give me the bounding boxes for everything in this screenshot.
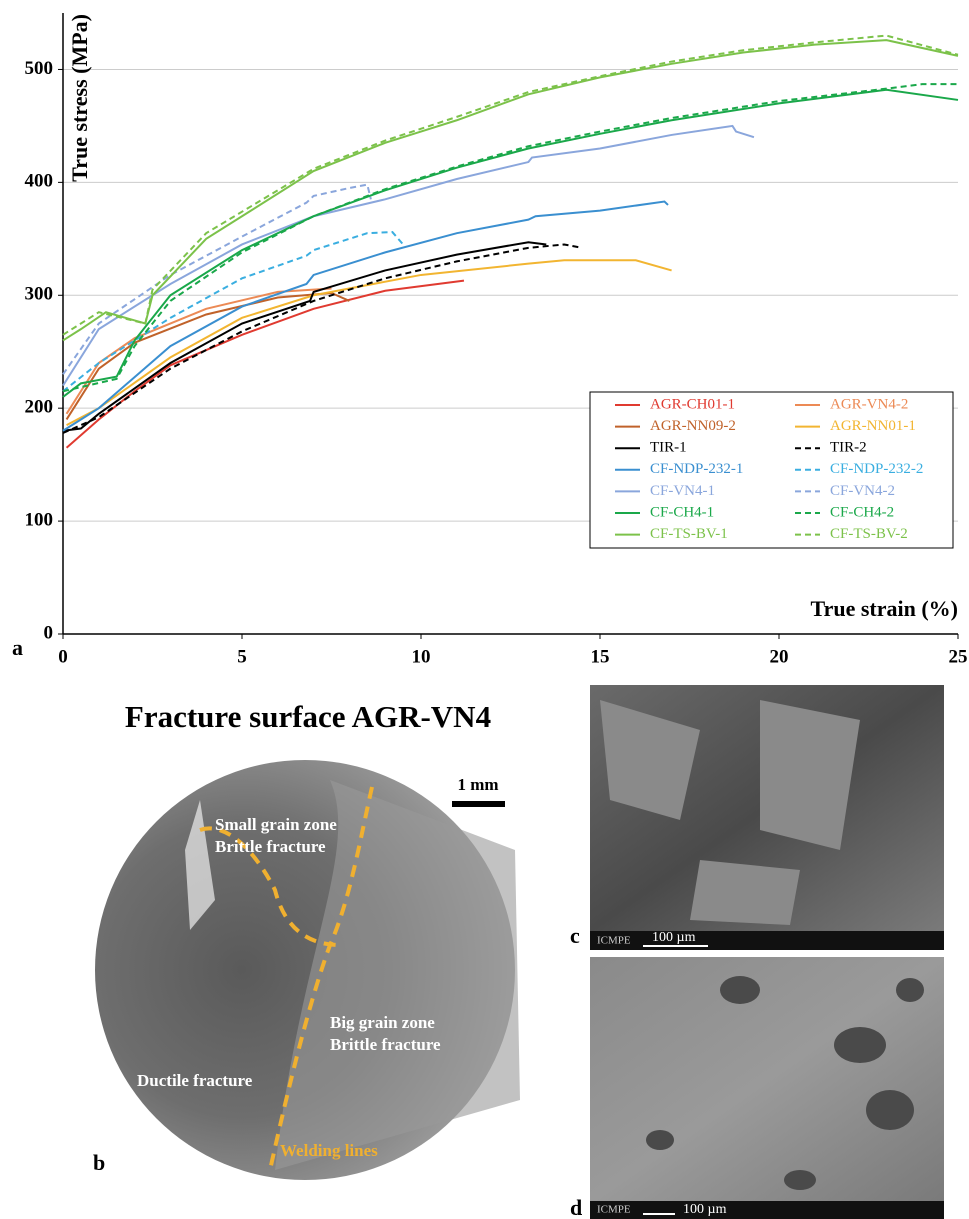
scale-label: 1 mm [457, 775, 498, 794]
legend-label: CF-CH4-2 [830, 504, 894, 520]
x-tick-label: 25 [949, 646, 968, 667]
legend-label: CF-VN4-1 [650, 483, 715, 499]
panel-title: Fracture surface AGR-VN4 [125, 699, 491, 734]
series-line [62, 83, 958, 393]
legend-label: CF-VN4-2 [830, 483, 895, 499]
x-tick-label: 5 [237, 646, 247, 667]
panel-label: c [570, 923, 580, 948]
panel-label: b [93, 1150, 105, 1175]
y-tick-label: 400 [25, 171, 54, 192]
dimples [646, 976, 924, 1190]
logo: ICMPE [597, 1204, 631, 1216]
welding-line [268, 786, 374, 1171]
legend-label: CF-CH4-1 [650, 504, 714, 520]
series-line [65, 279, 465, 449]
annotation: Brittle fracture [330, 1035, 441, 1054]
x-axis-label: True strain (%) [811, 596, 958, 621]
panel-label: a [12, 635, 23, 660]
info-bar [590, 1201, 944, 1219]
series-line [62, 124, 755, 387]
facets [600, 700, 860, 925]
info-bar [590, 931, 944, 950]
y-tick-label: 100 [25, 509, 54, 530]
scale-label: 100 µm [652, 930, 696, 945]
x-tick-label: 0 [58, 646, 68, 667]
welding-line [199, 826, 341, 947]
y-tick-label: 200 [25, 397, 54, 418]
legend-label: TIR-2 [830, 440, 867, 456]
y-tick-label: 0 [44, 622, 54, 643]
series-line [62, 183, 372, 375]
micrograph [590, 957, 944, 1201]
scale-label: 100 µm [683, 1202, 727, 1217]
legend-label: AGR-CH01-1 [650, 396, 735, 412]
legend-label: TIR-1 [650, 440, 687, 456]
legend-label: CF-NDP-232-1 [650, 461, 743, 477]
series-line [62, 39, 959, 342]
annotation: Welding lines [280, 1141, 378, 1160]
annotation: Small grain zone [215, 815, 337, 834]
series-line [62, 231, 404, 393]
legend-label: CF-NDP-232-2 [830, 461, 923, 477]
y-axis-label: True stress (MPa) [67, 14, 92, 182]
legend-label: CF-TS-BV-2 [830, 526, 908, 542]
series-line [62, 241, 547, 432]
series-line [62, 34, 959, 336]
legend-label: AGR-NN01-1 [830, 418, 916, 434]
logo: ICMPE [597, 935, 631, 947]
series-line [62, 200, 669, 432]
bright-edge [185, 800, 215, 930]
legend-label: CF-TS-BV-1 [650, 526, 728, 542]
legend-label: AGR-NN09-2 [650, 418, 736, 434]
annotation: Brittle fracture [215, 837, 326, 856]
annotation: Big grain zone [330, 1013, 435, 1032]
x-tick-label: 10 [412, 646, 431, 667]
y-tick-label: 300 [25, 284, 54, 305]
series-line [62, 88, 959, 398]
y-tick-label: 500 [25, 58, 54, 79]
annotation: Ductile fracture [137, 1071, 253, 1090]
series-line [62, 243, 583, 434]
series-line [66, 259, 672, 427]
legend-label: AGR-VN4-2 [830, 396, 908, 412]
legend-box [589, 391, 954, 549]
x-tick-label: 15 [591, 646, 610, 667]
x-tick-label: 20 [770, 646, 789, 667]
series-line [65, 291, 350, 421]
panel-label: d [570, 1195, 582, 1219]
big-grain-region [275, 780, 520, 1170]
